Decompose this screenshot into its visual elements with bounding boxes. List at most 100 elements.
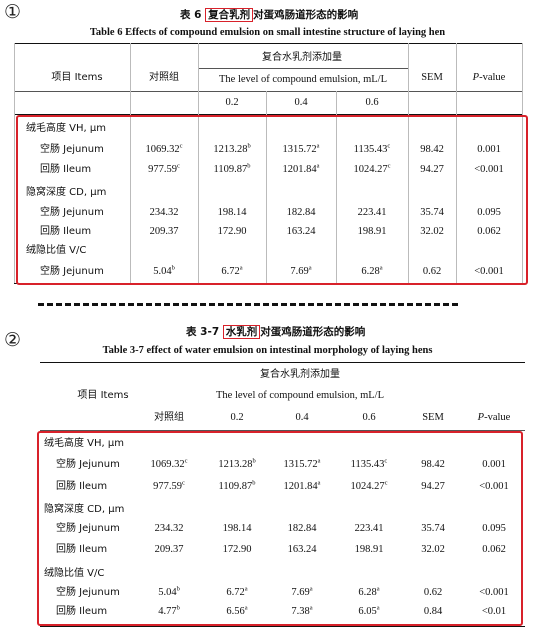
header-control: 对照组 <box>154 412 184 423</box>
cell-level-3: 198.91 <box>354 544 384 555</box>
cell-level-3: 6.28a <box>358 585 380 598</box>
table-1-grid-line <box>408 43 409 283</box>
cell-level-1: 1213.28b <box>218 457 256 470</box>
cell-level-1: 198.14 <box>217 207 247 218</box>
cell-level-1: 6.72a <box>221 264 243 277</box>
cell-p-value: <0.001 <box>479 481 509 492</box>
row-label: 空肠 Jejunum <box>40 266 104 277</box>
cell-level-1: 6.56a <box>226 604 248 617</box>
cell-level-2: 1201.84a <box>282 162 320 175</box>
table-1-grid-line <box>14 43 15 283</box>
header-sem: SEM <box>421 72 443 83</box>
table-1-top-rule <box>14 43 522 44</box>
table-1-chinese-title: 表 6 复合乳剂 对蛋鸡肠道形态的影响 <box>180 8 359 22</box>
cell-level-1: 172.90 <box>222 544 252 555</box>
cell-p-value: 0.001 <box>477 144 501 155</box>
cell-level-3: 223.41 <box>354 523 384 534</box>
row-label: 回肠 Ileum <box>56 606 108 617</box>
row-label: 空肠 Jejunum <box>56 587 120 598</box>
cell-sem: 98.42 <box>421 459 445 470</box>
cell-sem: 35.74 <box>420 207 444 218</box>
row-label: 空肠 Jejunum <box>56 523 120 534</box>
cell-level-1: 1213.28b <box>213 142 251 155</box>
table-2-header-rule <box>40 430 525 431</box>
row-label: 回肠 Ileum <box>40 226 92 237</box>
table-1-english-title: Table 6 Effects of compound emulsion on … <box>89 27 446 38</box>
circled-number-one: ① <box>4 1 22 23</box>
cell-sem: 0.84 <box>423 606 443 617</box>
header-items: 项目 Items <box>51 72 103 83</box>
section-crypt-depth: 隐窝深度 CD, μm <box>26 187 107 198</box>
cell-control: 209.37 <box>154 544 184 555</box>
table-2-bottom-rule <box>40 626 525 627</box>
cell-p-value: 0.062 <box>477 226 501 237</box>
row-label: 回肠 Ileum <box>56 544 108 555</box>
cell-level-1: 6.72a <box>226 585 248 598</box>
cell-control: 1069.32c <box>150 457 188 470</box>
cell-control: 5.04b <box>158 585 180 598</box>
cell-level-2: 163.24 <box>286 226 316 237</box>
cell-p-value: <0.01 <box>481 606 507 617</box>
cell-control: 234.32 <box>154 523 184 534</box>
table-1-grid-line <box>522 43 523 283</box>
cell-level-2: 1315.72a <box>282 142 320 155</box>
header-group-en: The level of compound emulsion, mL/L <box>219 74 387 85</box>
cell-level-3: 1024.27c <box>353 162 391 175</box>
header-group-en: The level of compound emulsion, mL/L <box>216 390 384 401</box>
cell-level-3: 6.05a <box>358 604 380 617</box>
cell-sem: 35.74 <box>421 523 445 534</box>
header-sem: SEM <box>422 412 444 423</box>
cell-level-3: 198.91 <box>357 226 387 237</box>
cell-level-2: 182.84 <box>286 207 316 218</box>
table-2-chinese-title: 表 3-7 水乳剂 对蛋鸡肠道形态的影响 <box>186 325 366 339</box>
cell-p-value: <0.001 <box>474 266 504 277</box>
table-1-grid-line <box>266 91 267 283</box>
header-group-cn: 复合水乳剂添加量 <box>260 369 340 380</box>
highlighted-term-compound-emulsion: 复合乳剂 <box>205 8 254 22</box>
table-2-top-rule <box>40 362 525 363</box>
cell-level-3: 1024.27c <box>350 479 388 492</box>
cell-level-1: 198.14 <box>222 523 252 534</box>
section-crypt-depth: 隐窝深度 CD, μm <box>44 504 125 515</box>
cell-control: 977.59c <box>148 162 180 175</box>
dashed-separator <box>38 303 458 306</box>
table-1-grid-line <box>456 43 457 283</box>
section-villus-height: 绒毛高度 VH, μm <box>44 438 124 449</box>
cell-control: 234.32 <box>149 207 179 218</box>
cell-level-3: 223.41 <box>357 207 387 218</box>
section-vc-ratio: 绒隐比值 V/C <box>26 245 87 256</box>
cell-level-3: 1135.43c <box>353 142 391 155</box>
row-label: 空肠 Jejunum <box>40 207 104 218</box>
circled-number-two: ② <box>4 329 22 351</box>
cell-p-value: <0.001 <box>479 587 509 598</box>
cell-control: 1069.32c <box>145 142 183 155</box>
table-2-highlight-box <box>37 431 523 626</box>
table-1-highlight-box <box>16 115 528 285</box>
cell-sem: 0.62 <box>422 266 442 277</box>
section-villus-height: 绒毛高度 VH, μm <box>26 123 106 134</box>
row-label: 回肠 Ileum <box>40 164 92 175</box>
highlighted-term-water-emulsion: 水乳剂 <box>222 325 261 339</box>
cell-sem: 0.62 <box>423 587 443 598</box>
header-level-1: 0.2 <box>225 97 239 108</box>
cell-level-2: 182.84 <box>287 523 317 534</box>
cell-sem: 94.27 <box>420 164 444 175</box>
header-control: 对照组 <box>149 72 179 83</box>
table-1-body-rule <box>14 114 522 115</box>
table-1-grid-line <box>198 43 199 283</box>
header-level-2: 0.4 <box>294 97 308 108</box>
row-label: 空肠 Jejunum <box>40 144 104 155</box>
header-level-2: 0.4 <box>295 412 309 423</box>
section-vc-ratio: 绒隐比值 V/C <box>44 568 105 579</box>
cell-sem: 94.27 <box>421 481 445 492</box>
cell-level-2: 163.24 <box>287 544 317 555</box>
header-p-value: P-value <box>477 412 511 423</box>
cell-p-value: 0.062 <box>482 544 506 555</box>
cell-level-3: 6.28a <box>361 264 383 277</box>
cell-control: 209.37 <box>149 226 179 237</box>
cell-level-1: 1109.87b <box>213 162 251 175</box>
cell-level-2: 1315.72a <box>283 457 321 470</box>
header-p-value: P-value <box>472 72 506 83</box>
cell-sem: 98.42 <box>420 144 444 155</box>
table-1-grid-line <box>336 91 337 283</box>
